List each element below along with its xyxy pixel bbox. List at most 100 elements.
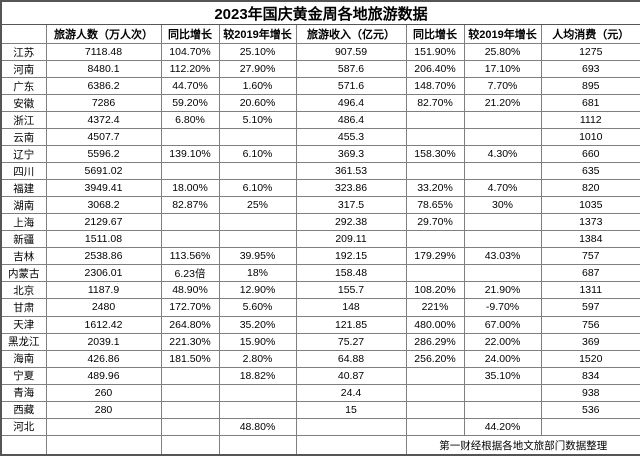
province-cell[interactable]: 福建 <box>0 179 47 198</box>
value-cell[interactable]: 148 <box>295 298 407 317</box>
value-cell[interactable]: 29.70% <box>405 213 465 232</box>
value-cell[interactable]: 834 <box>540 366 640 385</box>
value-cell[interactable] <box>45 417 162 437</box>
value-cell[interactable]: 938 <box>540 383 640 402</box>
value-cell[interactable]: 148.70% <box>405 77 465 96</box>
value-cell[interactable]: 4507.7 <box>45 128 162 147</box>
corner-cell[interactable] <box>0 24 47 44</box>
value-cell[interactable]: 5596.2 <box>45 145 162 164</box>
value-cell[interactable]: 1035 <box>540 196 640 215</box>
empty-cell[interactable] <box>295 435 407 456</box>
value-cell[interactable]: 260 <box>45 383 162 402</box>
value-cell[interactable]: 1511.08 <box>45 230 162 249</box>
value-cell[interactable]: 907.59 <box>295 42 407 62</box>
value-cell[interactable]: 6.23倍 <box>160 264 220 283</box>
value-cell[interactable]: 35.20% <box>218 315 297 334</box>
value-cell[interactable]: -9.70% <box>463 298 542 317</box>
column-header-6[interactable]: 较2019年增长 <box>463 24 542 44</box>
value-cell[interactable]: 369.3 <box>295 145 407 164</box>
value-cell[interactable]: 206.40% <box>405 60 465 79</box>
value-cell[interactable]: 22.00% <box>463 332 542 351</box>
province-cell[interactable]: 宁夏 <box>0 366 47 385</box>
value-cell[interactable]: 496.4 <box>295 94 407 113</box>
value-cell[interactable]: 292.38 <box>295 213 407 232</box>
value-cell[interactable] <box>463 111 542 130</box>
value-cell[interactable]: 687 <box>540 264 640 283</box>
value-cell[interactable]: 82.87% <box>160 196 220 215</box>
value-cell[interactable]: 820 <box>540 179 640 198</box>
value-cell[interactable]: 179.29% <box>405 247 465 266</box>
province-cell[interactable]: 浙江 <box>0 111 47 130</box>
value-cell[interactable]: 59.20% <box>160 94 220 113</box>
value-cell[interactable]: 48.80% <box>218 417 297 437</box>
value-cell[interactable]: 6.10% <box>218 179 297 198</box>
value-cell[interactable]: 681 <box>540 94 640 113</box>
value-cell[interactable]: 25.80% <box>463 42 542 62</box>
value-cell[interactable]: 44.70% <box>160 77 220 96</box>
value-cell[interactable]: 1010 <box>540 128 640 147</box>
value-cell[interactable] <box>160 417 220 437</box>
value-cell[interactable]: 48.90% <box>160 281 220 300</box>
value-cell[interactable]: 256.20% <box>405 349 465 368</box>
value-cell[interactable]: 15.90% <box>218 332 297 351</box>
value-cell[interactable]: 104.70% <box>160 42 220 62</box>
value-cell[interactable]: 172.70% <box>160 298 220 317</box>
province-cell[interactable]: 天津 <box>0 315 47 334</box>
value-cell[interactable]: 2306.01 <box>45 264 162 283</box>
value-cell[interactable] <box>463 230 542 249</box>
value-cell[interactable]: 2.80% <box>218 349 297 368</box>
value-cell[interactable]: 486.4 <box>295 111 407 130</box>
value-cell[interactable] <box>218 230 297 249</box>
value-cell[interactable] <box>405 400 465 419</box>
value-cell[interactable]: 158.48 <box>295 264 407 283</box>
value-cell[interactable] <box>160 162 220 181</box>
value-cell[interactable]: 323.86 <box>295 179 407 198</box>
value-cell[interactable]: 571.6 <box>295 77 407 96</box>
value-cell[interactable]: 1612.42 <box>45 315 162 334</box>
value-cell[interactable]: 15 <box>295 400 407 419</box>
value-cell[interactable]: 35.10% <box>463 366 542 385</box>
province-cell[interactable]: 北京 <box>0 281 47 300</box>
column-header-7[interactable]: 人均消费（元） <box>540 24 640 44</box>
selected-cell[interactable] <box>0 435 47 456</box>
value-cell[interactable]: 4.70% <box>463 179 542 198</box>
value-cell[interactable]: 1112 <box>540 111 640 130</box>
value-cell[interactable] <box>218 213 297 232</box>
value-cell[interactable] <box>405 366 465 385</box>
value-cell[interactable]: 33.20% <box>405 179 465 198</box>
value-cell[interactable]: 1.60% <box>218 77 297 96</box>
value-cell[interactable]: 40.87 <box>295 366 407 385</box>
value-cell[interactable] <box>405 111 465 130</box>
value-cell[interactable]: 75.27 <box>295 332 407 351</box>
value-cell[interactable]: 25.10% <box>218 42 297 62</box>
value-cell[interactable]: 587.6 <box>295 60 407 79</box>
value-cell[interactable]: 7.70% <box>463 77 542 96</box>
value-cell[interactable]: 155.7 <box>295 281 407 300</box>
value-cell[interactable]: 17.10% <box>463 60 542 79</box>
province-cell[interactable]: 上海 <box>0 213 47 232</box>
value-cell[interactable] <box>463 128 542 147</box>
column-header-5[interactable]: 同比增长 <box>405 24 465 44</box>
value-cell[interactable] <box>463 213 542 232</box>
column-header-1[interactable]: 旅游人数（万人次） <box>45 24 162 44</box>
value-cell[interactable]: 5.10% <box>218 111 297 130</box>
value-cell[interactable]: 12.90% <box>218 281 297 300</box>
value-cell[interactable] <box>405 383 465 402</box>
province-cell[interactable]: 西藏 <box>0 400 47 419</box>
value-cell[interactable] <box>405 230 465 249</box>
value-cell[interactable]: 280 <box>45 400 162 419</box>
value-cell[interactable]: 209.11 <box>295 230 407 249</box>
province-cell[interactable]: 河南 <box>0 60 47 79</box>
value-cell[interactable]: 286.29% <box>405 332 465 351</box>
value-cell[interactable]: 8480.1 <box>45 60 162 79</box>
value-cell[interactable] <box>463 400 542 419</box>
value-cell[interactable] <box>160 230 220 249</box>
value-cell[interactable]: 369 <box>540 332 640 351</box>
value-cell[interactable] <box>463 383 542 402</box>
value-cell[interactable] <box>218 128 297 147</box>
value-cell[interactable]: 660 <box>540 145 640 164</box>
value-cell[interactable]: 221% <box>405 298 465 317</box>
value-cell[interactable]: 44.20% <box>463 417 542 437</box>
value-cell[interactable]: 2538.86 <box>45 247 162 266</box>
province-cell[interactable]: 安徽 <box>0 94 47 113</box>
